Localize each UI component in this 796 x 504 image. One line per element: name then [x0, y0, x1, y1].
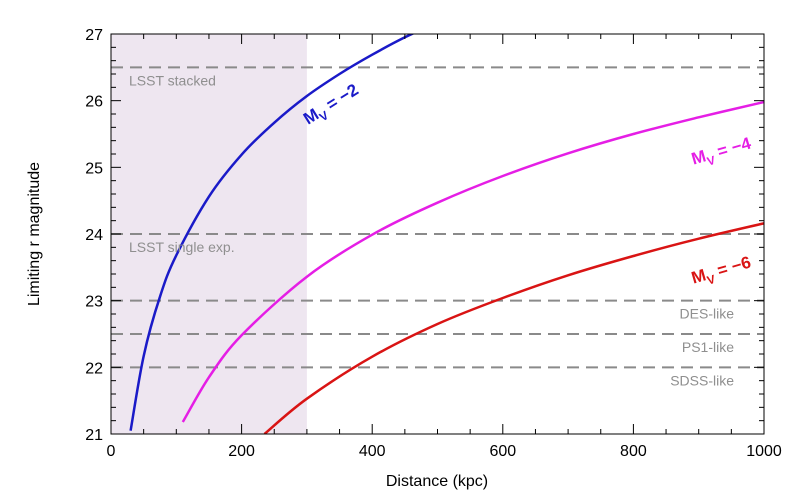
- y-tick-label: 22: [85, 360, 103, 377]
- series-curves: [129, 34, 764, 434]
- reference-line-label: DES-like: [680, 306, 735, 322]
- y-tick-label: 25: [85, 160, 103, 177]
- series-label-subscript: V: [705, 153, 717, 169]
- x-tick-label: 400: [359, 443, 386, 460]
- reference-line-label: SDSS-like: [670, 372, 734, 388]
- series-line: [263, 222, 764, 434]
- series-line: [181, 100, 764, 423]
- x-tick-label: 800: [620, 443, 647, 460]
- y-tick-label: 24: [85, 227, 103, 244]
- x-tick-label: 200: [228, 443, 255, 460]
- series-line: [129, 34, 415, 431]
- reference-line-label: LSST single exp.: [129, 239, 235, 255]
- chart-labels: LSST stacked LSST single exp. DES-like PS1-…: [129, 72, 754, 388]
- series-label-prefix: M: [689, 265, 708, 287]
- reference-line-label: PS1-like: [682, 339, 734, 355]
- axis-ticks: 0 200 400 600 800 1000 21 22 23 24 25 26 27: [85, 27, 782, 460]
- y-tick-label: 27: [85, 27, 103, 44]
- y-tick-label: 23: [85, 294, 103, 311]
- y-tick-label: 26: [85, 94, 103, 111]
- reference-line-label: LSST stacked: [129, 72, 216, 88]
- x-tick-label: 1000: [746, 443, 782, 460]
- x-axis-title: Distance (kpc): [386, 473, 488, 490]
- series-label-prefix: M: [689, 146, 708, 168]
- reference-lines: [111, 66, 764, 369]
- y-axis-title: Limiting r magnitude: [26, 162, 43, 306]
- y-tick-label: 21: [85, 427, 103, 444]
- x-tick-label: 600: [489, 443, 516, 460]
- series-label-subscript: V: [705, 272, 717, 288]
- x-tick-label: 0: [107, 443, 116, 460]
